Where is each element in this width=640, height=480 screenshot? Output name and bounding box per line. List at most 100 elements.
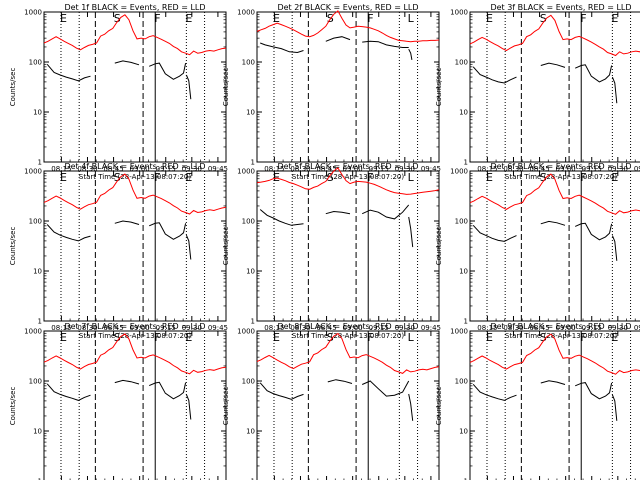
y-tick-label: 1 <box>38 478 42 480</box>
y-axis-label: Counts/sec <box>435 387 443 426</box>
event-marker-label: E <box>611 171 618 184</box>
events-series-line <box>472 66 517 84</box>
x-tick-label: 09:45 <box>634 324 640 332</box>
lld-series-line <box>43 333 227 375</box>
events-series-line <box>540 380 566 385</box>
plot-frame <box>43 330 227 480</box>
x-axis-label: Start Time (28-Apr-13 08:07:20) <box>292 173 404 181</box>
panel-title: Det 4f BLACK = Events, RED = LLD <box>64 162 205 171</box>
events-series-line <box>472 383 517 401</box>
y-tick-label: 1000 <box>237 328 255 336</box>
events-series-line <box>149 62 187 80</box>
events-series-line <box>408 216 414 248</box>
events-series-line <box>46 383 91 401</box>
y-tick-label: 1000 <box>24 168 42 176</box>
x-tick-label: 09:15 <box>582 165 602 173</box>
events-series-line <box>408 48 413 60</box>
events-series-line <box>362 40 409 48</box>
lld-series-line <box>256 332 440 374</box>
event-marker-label: E <box>185 331 192 344</box>
plot-frame <box>43 170 227 322</box>
events-series-line <box>575 382 613 400</box>
y-tick-label: 10 <box>33 109 42 117</box>
event-marker-label: E <box>611 331 618 344</box>
events-series-line <box>325 36 351 42</box>
event-marker-label: S <box>114 12 121 25</box>
x-tick-label: 08:15 <box>264 324 284 332</box>
lld-series-line <box>469 173 640 215</box>
x-tick-label: 09:00 <box>556 165 576 173</box>
panel-title: Det 9f BLACK = Events, RED = LLD <box>490 322 631 331</box>
x-tick-label: 09:30 <box>182 165 202 173</box>
y-tick-label: 10 <box>459 268 468 276</box>
x-tick-label: 08:30 <box>77 165 97 173</box>
y-axis-label: Counts/sec <box>222 227 230 266</box>
y-tick-label: 1000 <box>450 328 468 336</box>
y-tick-label: 10 <box>246 428 255 436</box>
x-tick-label: 08:45 <box>316 165 336 173</box>
x-tick-label: 09:15 <box>369 165 389 173</box>
x-tick-label: 09:45 <box>421 324 441 332</box>
events-series-line <box>114 60 140 66</box>
lld-series-line <box>469 333 640 375</box>
events-series-line <box>149 222 187 240</box>
events-series-line <box>149 381 187 400</box>
event-marker-label: E <box>273 331 280 344</box>
y-tick-label: 1000 <box>24 9 42 17</box>
y-tick-label: 10 <box>246 109 255 117</box>
events-series-line <box>327 379 353 384</box>
y-tick-label: 100 <box>242 378 255 386</box>
x-axis-label: Start Time (28-Apr-13 08:07:20) <box>79 173 191 181</box>
panel-title: Det 8f BLACK = Events, RED = LLD <box>277 322 418 331</box>
event-marker-label: S <box>114 331 121 344</box>
lld-series-line <box>469 14 640 57</box>
panel-title: Det 2f BLACK = Events, RED = LLD <box>277 3 418 12</box>
y-tick-label: 1 <box>251 478 255 480</box>
events-series-line <box>472 224 517 242</box>
y-axis-label: Counts/sec <box>222 68 230 107</box>
event-marker-label: S <box>327 331 334 344</box>
x-tick-label: 08:45 <box>529 324 549 332</box>
event-marker-label: E <box>611 12 618 25</box>
event-marker-label: S <box>114 171 121 184</box>
x-tick-label: 08:15 <box>477 324 497 332</box>
y-tick-label: 10 <box>246 268 255 276</box>
x-tick-label: 09:00 <box>343 165 363 173</box>
chart-panel-det-8: Det 8f BLACK = Events, RED = LLD 1 10 100 10… <box>222 322 440 480</box>
events-series-line <box>259 209 304 226</box>
events-series-line <box>325 210 351 215</box>
events-series-line <box>260 42 304 54</box>
event-marker-label: E <box>185 12 192 25</box>
chart-panel-det-4: Det 4f BLACK = Events, RED = LLD11010010… <box>9 162 228 340</box>
y-axis-label: Counts/sec <box>9 227 17 266</box>
events-series-line <box>185 74 192 100</box>
events-series-line <box>540 62 566 68</box>
y-tick-label: 10 <box>459 428 468 436</box>
y-axis-label: Counts/sec <box>222 387 230 426</box>
chart-panel-det-3: Det 3f BLACK = Events, RED = LLD 1 10 100 10… <box>435 3 640 181</box>
x-tick-label: 09:15 <box>156 324 176 332</box>
y-axis-label: Counts/sec <box>435 227 443 266</box>
x-tick-label: 09:45 <box>421 165 441 173</box>
x-tick-label: 09:45 <box>634 165 640 173</box>
events-series-line <box>611 235 618 261</box>
event-marker-label: E <box>486 171 493 184</box>
y-tick-label: 100 <box>29 59 42 67</box>
x-tick-label: 09:00 <box>130 324 150 332</box>
x-tick-label: 09:15 <box>156 165 176 173</box>
chart-panel-det-6: Det 6f BLACK = Events, RED = LLD11010010… <box>435 162 640 340</box>
y-tick-label: 10 <box>33 428 42 436</box>
lld-series-line <box>43 173 227 215</box>
event-marker-label: E <box>486 331 493 344</box>
y-tick-label: 1000 <box>237 168 255 176</box>
x-tick-label: 09:00 <box>343 324 363 332</box>
plot-frame <box>43 11 227 163</box>
y-tick-label: 1000 <box>24 328 42 336</box>
events-series-line <box>540 220 566 226</box>
lld-series-line <box>43 14 227 56</box>
x-tick-label: 09:30 <box>182 324 202 332</box>
y-tick-label: 1000 <box>450 9 468 17</box>
event-marker-label: F <box>154 171 160 184</box>
panel-title: Det 3f BLACK = Events, RED = LLD <box>490 3 631 12</box>
